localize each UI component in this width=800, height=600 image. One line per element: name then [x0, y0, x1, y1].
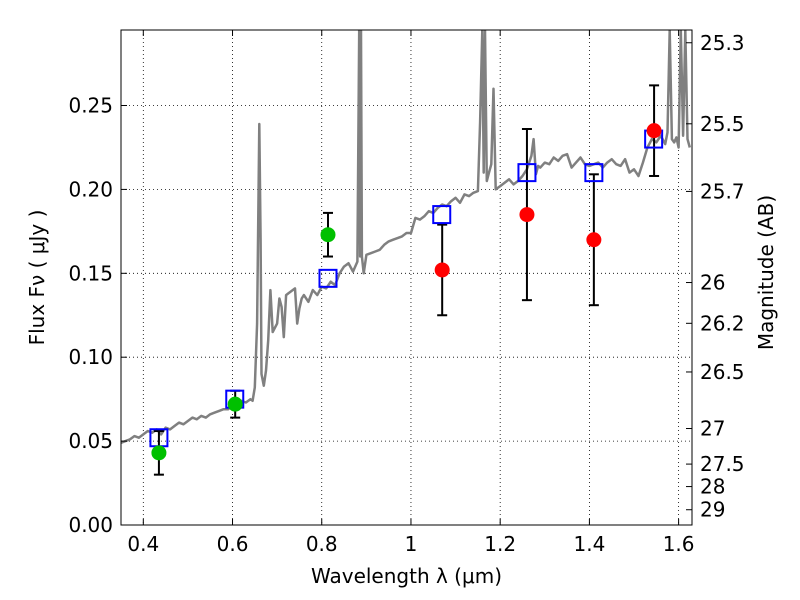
x-tick-label: 0.4: [127, 532, 159, 556]
mag-tick-label: 27.5: [700, 452, 745, 476]
mag-tick-label: 26.5: [700, 360, 745, 384]
x-tick-label: 1.2: [484, 532, 516, 556]
observed-point: [586, 232, 602, 248]
mag-tick-label: 25.5: [700, 112, 745, 136]
model-square-point: [584, 163, 604, 183]
y-tick-label: 0.25: [68, 94, 113, 118]
y-tick-label: 0.15: [68, 261, 113, 285]
mag-tick-label: 28: [700, 475, 725, 499]
plot-frame: [120, 29, 693, 526]
x-tick-label: 0.8: [306, 532, 338, 556]
mag-tick-label: 25.3: [700, 31, 745, 55]
x-tick-label: 1.4: [573, 532, 605, 556]
model-square-point: [517, 163, 537, 183]
observed-point: [320, 227, 336, 243]
x-tick-label: 1.6: [663, 532, 695, 556]
mag-tick-label: 26: [700, 271, 725, 295]
y-tick-label: 0.10: [68, 345, 113, 369]
x-tick-label: 1: [405, 532, 418, 556]
mag-tick-label: 26.2: [700, 311, 745, 335]
data-markers: [149, 84, 664, 476]
observed-point: [519, 207, 535, 223]
axis-ticks: 0.4 0.6 0.8 1 1.2 1.4 1.6 0.00 0.05 0.10 0.15 0.20 0…: [68, 30, 745, 556]
model-square-point: [432, 205, 452, 225]
spectrum-layer: [121, 30, 692, 444]
grid-lines: [121, 30, 692, 525]
mag-tick-label: 29: [700, 498, 725, 522]
observed-point: [434, 262, 450, 278]
y2-axis-title: Magnitude (AB): [754, 195, 778, 350]
model-square-point: [318, 268, 338, 288]
spectrum-line: [121, 30, 692, 444]
mag-tick-label: 27: [700, 417, 725, 441]
observed-point: [646, 123, 662, 139]
y-tick-label: 0.05: [68, 429, 113, 453]
mag-tick-label: 25.7: [700, 179, 745, 203]
y-tick-label: 0.20: [68, 177, 113, 201]
y-axis-title: Flux Fν ( μJy ): [25, 210, 49, 346]
observed-point: [151, 445, 167, 461]
x-tick-label: 0.6: [217, 532, 249, 556]
y-tick-label: 0.00: [68, 513, 113, 537]
x-axis-title: Wavelength λ (μm): [311, 564, 502, 588]
observed-point: [227, 396, 243, 412]
